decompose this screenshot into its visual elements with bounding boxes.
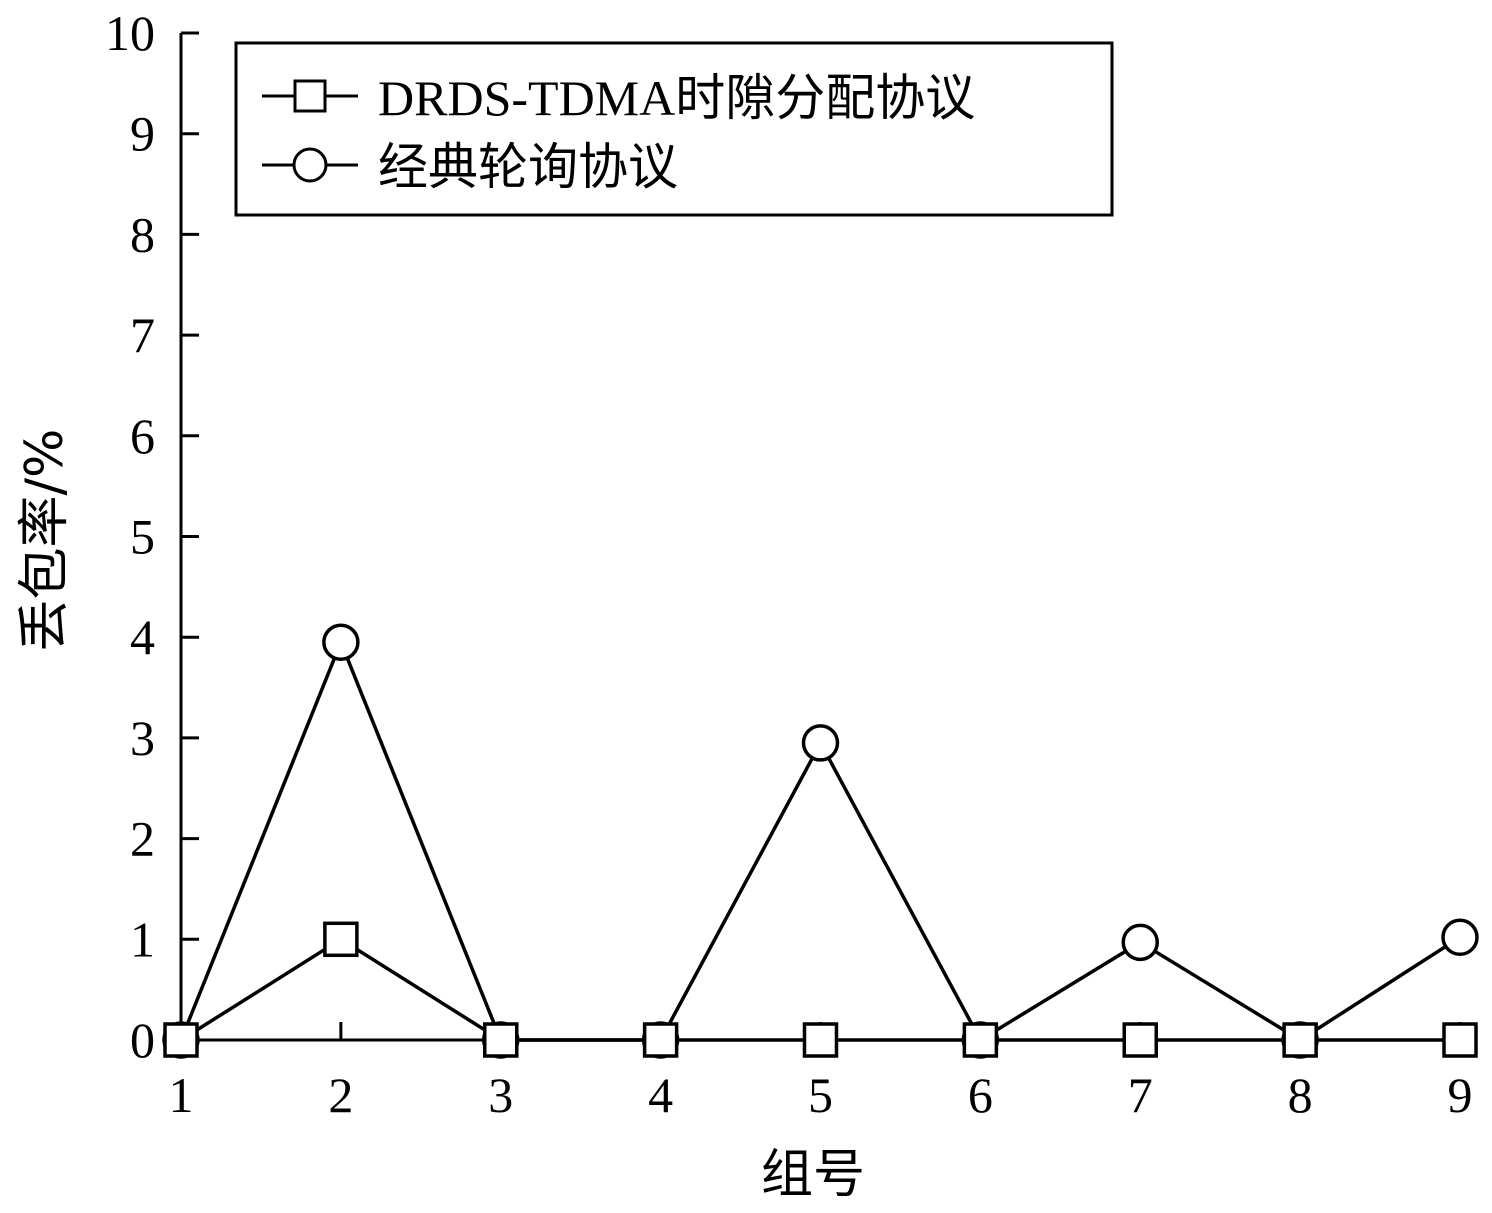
data-point-square (802, 1022, 839, 1058)
legend-marker-square (293, 79, 327, 113)
x-tick-label: 5 (808, 1067, 833, 1123)
data-point-circle (1441, 918, 1479, 957)
legend-label-classic: 经典轮询协议 (378, 139, 678, 195)
data-point-circle (322, 623, 360, 661)
x-tick-label: 6 (968, 1067, 993, 1123)
y-tick-label: 3 (130, 710, 155, 766)
x-tick-label: 9 (1448, 1067, 1473, 1123)
data-point-square (1122, 1022, 1158, 1058)
x-ticks: 1 2 3 4 5 6 7 8 9 (169, 1022, 1473, 1123)
data-point-square (323, 921, 359, 958)
data-point-square (1282, 1022, 1318, 1058)
y-tick-label: 7 (130, 307, 155, 363)
series-line-circle (179, 637, 1461, 1043)
y-tick-label: 0 (130, 1012, 155, 1068)
legend-marker-circle (292, 147, 328, 183)
x-tick-label: 8 (1288, 1067, 1313, 1123)
legend-label-drds: DRDS-TDMA时隙分配协议 (378, 70, 975, 126)
x-tick-label: 1 (169, 1067, 194, 1123)
legend-box (234, 41, 1114, 217)
data-point-square (962, 1022, 999, 1058)
data-point-square (642, 1022, 679, 1058)
x-tick-label: 4 (648, 1067, 673, 1123)
data-point-circle (1121, 923, 1159, 962)
y-tick-label: 2 (130, 811, 155, 867)
y-tick-label: 6 (130, 408, 155, 464)
y-axis-title: 丢包率/% (15, 429, 75, 652)
y-tick-label: 5 (130, 509, 155, 565)
data-point-square (1442, 1022, 1478, 1058)
y-ticks: 0 1 2 3 4 5 6 7 8 9 10 (105, 5, 199, 1068)
legend: DRDS-TDMA时隙分配协议 经典轮询协议 (234, 41, 1114, 217)
y-tick-label: 9 (130, 106, 155, 162)
series-markers (162, 623, 1479, 1059)
x-tick-label: 7 (1128, 1067, 1153, 1123)
data-point-square (163, 1022, 199, 1058)
x-tick-label: 3 (488, 1067, 513, 1123)
x-tick-label: 2 (328, 1067, 353, 1123)
y-tick-label: 1 (130, 911, 155, 967)
y-tick-label: 10 (105, 5, 155, 61)
y-tick-label: 4 (130, 609, 155, 665)
data-point-circle (801, 724, 840, 762)
x-axis-title: 组号 (761, 1145, 865, 1205)
y-tick-label: 8 (130, 206, 155, 262)
data-point-square (483, 1022, 519, 1058)
series-lines (179, 637, 1461, 1043)
